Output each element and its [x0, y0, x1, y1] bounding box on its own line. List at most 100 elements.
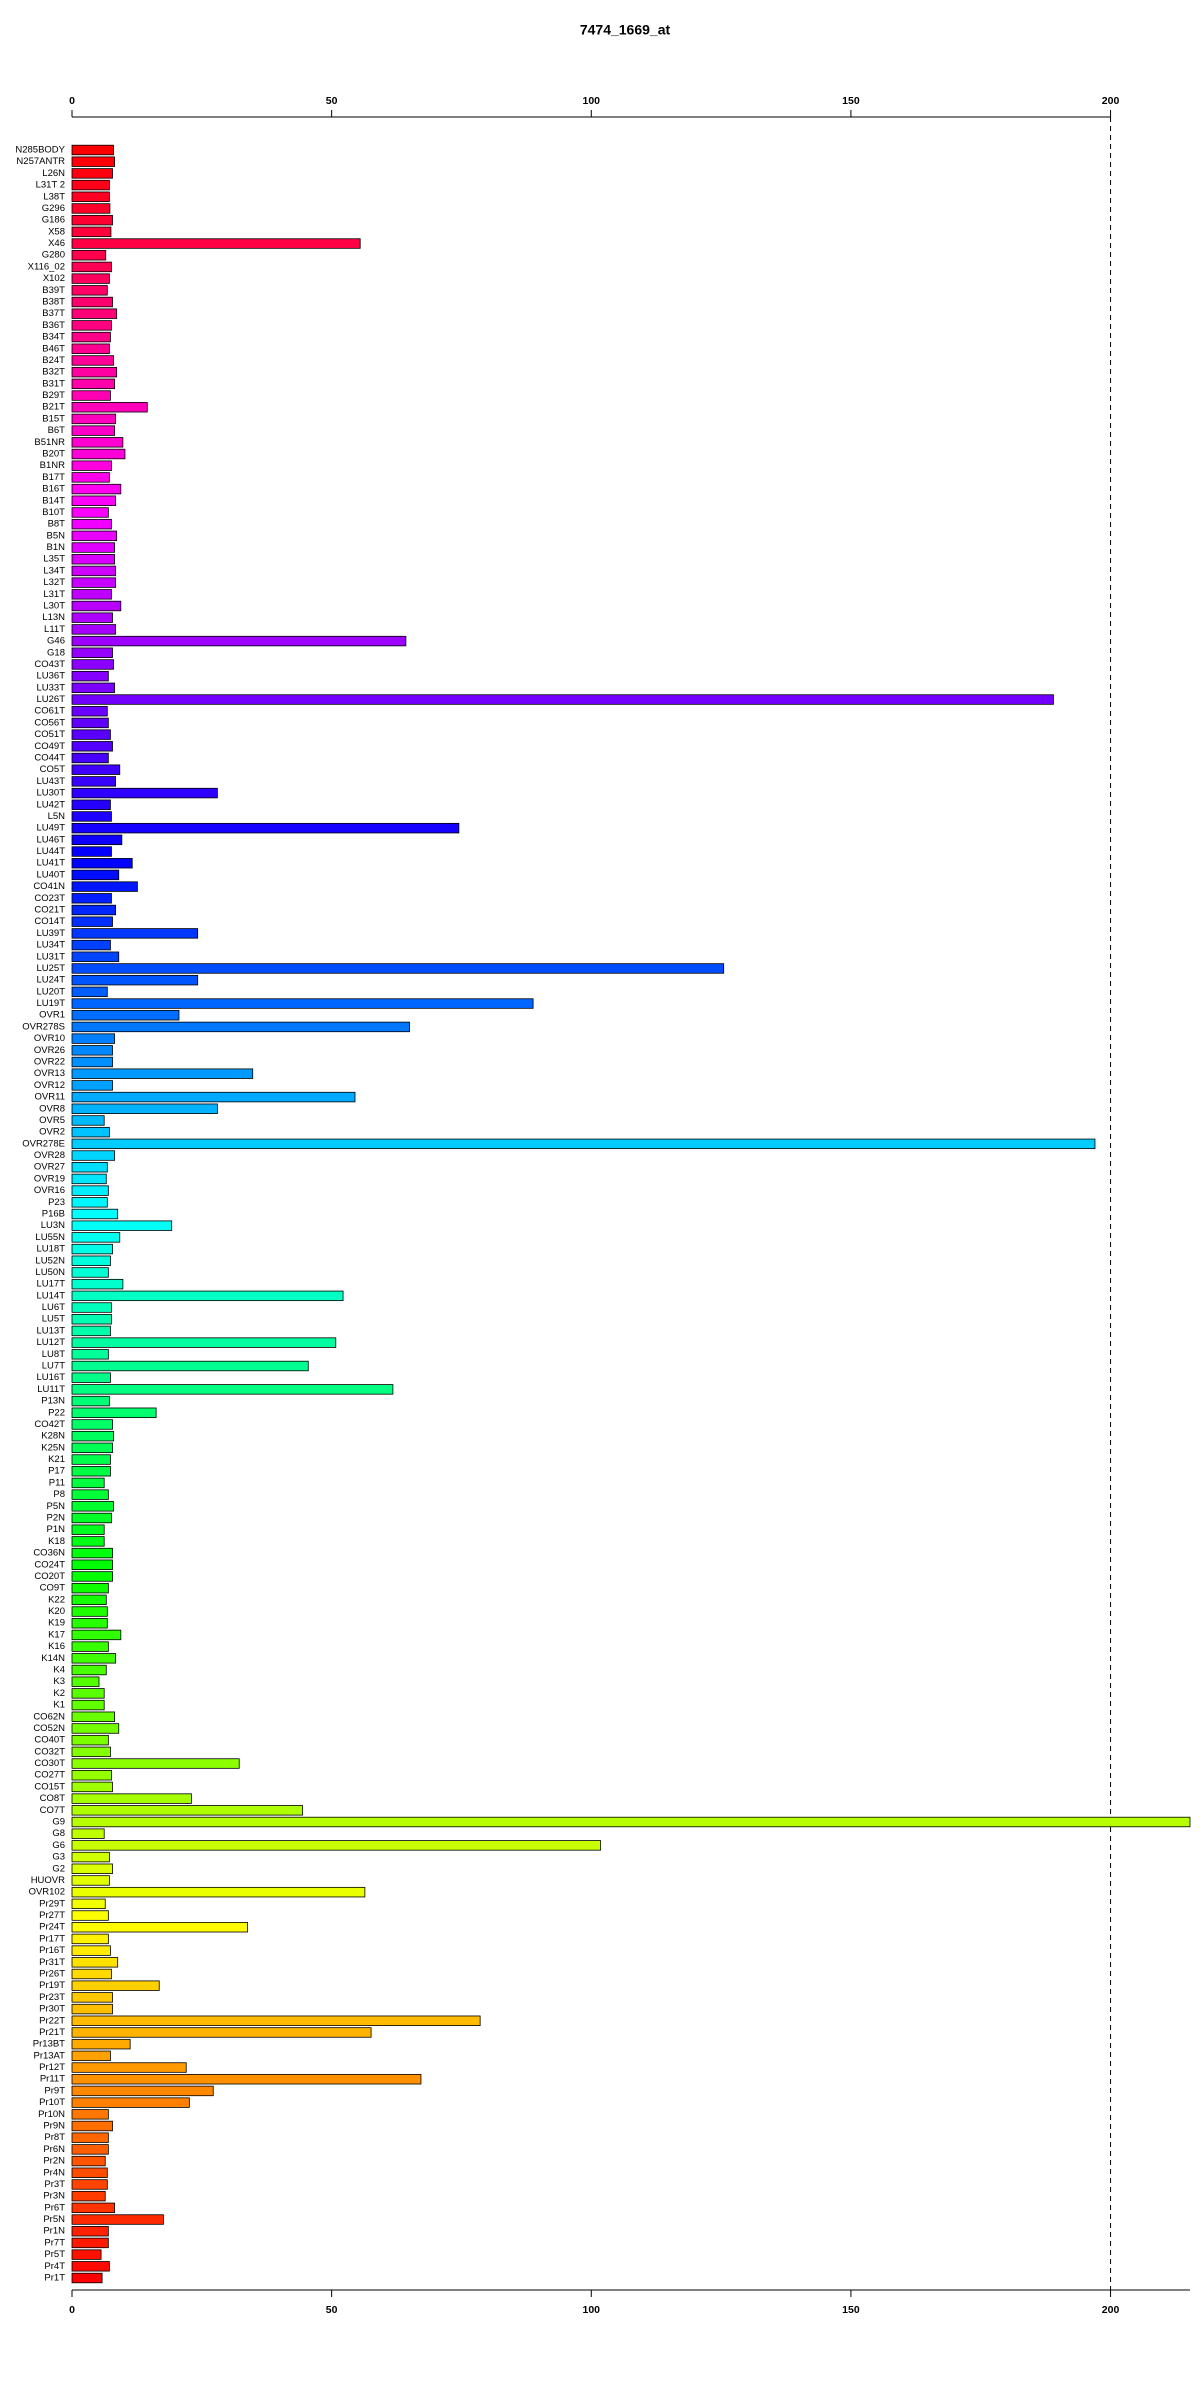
- category-label: L5N: [48, 811, 66, 822]
- bar: [71, 1664, 107, 1676]
- bar: [71, 2015, 481, 2026]
- category-label: LU39T: [36, 928, 65, 939]
- bar: [71, 1945, 111, 1956]
- chart-title: 7474_1669_at: [580, 22, 671, 38]
- category-label: CO27T: [34, 1770, 65, 1781]
- category-label: K16: [48, 1641, 65, 1652]
- category-label: Pr10T: [39, 2097, 65, 2108]
- category-label: Pr19T: [39, 1980, 65, 1991]
- category-label: Pr13AT: [33, 2050, 65, 2061]
- category-label: OVR28: [34, 1150, 65, 1161]
- category-label: B1N: [47, 542, 66, 553]
- bar: [71, 1314, 112, 1325]
- category-label: LU43T: [36, 776, 65, 787]
- bar: [71, 1173, 107, 1185]
- bar: [71, 1372, 111, 1383]
- bar: [71, 1501, 114, 1512]
- category-label: L13N: [42, 612, 65, 623]
- category-label: Pr8T: [44, 2132, 65, 2143]
- bar: [71, 437, 124, 448]
- bar: [71, 1851, 110, 1863]
- bar: [71, 1138, 1096, 1150]
- bar: [71, 670, 109, 682]
- bar: [71, 1255, 111, 1266]
- category-label: LU31T: [36, 951, 65, 962]
- bar: [71, 2120, 113, 2132]
- category-label: B38T: [42, 297, 65, 308]
- bar: [71, 694, 1054, 705]
- category-label: CO56T: [34, 717, 65, 728]
- bar: [71, 1524, 105, 1535]
- category-label: B36T: [42, 320, 65, 331]
- category-label: CO44T: [34, 753, 65, 764]
- bar: [71, 729, 111, 740]
- category-label: LU30T: [36, 788, 65, 799]
- category-label: LU52N: [35, 1255, 65, 1266]
- bar: [71, 904, 117, 916]
- category-label: L38T: [43, 191, 65, 202]
- category-label: Pr5N: [43, 2214, 65, 2225]
- bar: [71, 203, 111, 214]
- bar: [71, 2097, 190, 2108]
- category-label: K17: [48, 1629, 65, 1640]
- category-label: OVR26: [34, 1045, 65, 1056]
- category-label: P1N: [47, 1524, 66, 1535]
- category-label: Pr9N: [43, 2121, 65, 2132]
- category-label: OVR11: [35, 1092, 65, 1103]
- category-label: B51NR: [34, 437, 65, 448]
- bar: [71, 1150, 115, 1161]
- bar: [71, 144, 114, 156]
- category-label: X116_02: [28, 261, 65, 272]
- category-label: CO5T: [40, 764, 66, 775]
- category-label: CO52N: [33, 1723, 65, 1734]
- category-label: OVR19: [34, 1173, 65, 1184]
- category-label: G6: [52, 1840, 65, 1851]
- bar: [71, 1243, 113, 1255]
- bar: [71, 2272, 103, 2284]
- category-label: OVR5: [39, 1115, 65, 1126]
- bar: [71, 612, 113, 623]
- bar: [71, 1547, 113, 1559]
- bar: [71, 834, 123, 846]
- bar: [71, 787, 218, 799]
- bar: [71, 1968, 112, 1980]
- category-label: B39T: [42, 285, 65, 296]
- bar: [71, 974, 199, 986]
- bar: [71, 986, 108, 998]
- category-label: OVR22: [34, 1057, 65, 1068]
- bar: [71, 1512, 112, 1524]
- category-label: L31T: [43, 589, 65, 600]
- category-label: HUOVR: [31, 1875, 65, 1886]
- category-label: Pr22T: [39, 2015, 65, 2026]
- bar: [71, 741, 113, 752]
- bar: [71, 1302, 112, 1313]
- category-label: G186: [42, 215, 65, 226]
- category-label: CO24T: [34, 1559, 65, 1570]
- bar: [71, 448, 126, 460]
- bar: [71, 1629, 122, 1641]
- category-label: CO40T: [34, 1735, 65, 1746]
- category-label: L31T 2: [36, 180, 65, 191]
- category-label: OVR278E: [22, 1138, 65, 1149]
- category-label: CO51T: [34, 729, 65, 740]
- bar: [71, 1618, 108, 1629]
- x-tick-label: 50: [326, 2304, 338, 2316]
- bar: [71, 2062, 187, 2073]
- category-label: Pr21T: [39, 2027, 65, 2038]
- category-label: Pr27T: [39, 1910, 65, 1921]
- bar: [71, 1723, 120, 1734]
- category-label: LU33T: [36, 682, 65, 693]
- bar: [71, 1162, 108, 1173]
- bar: [71, 530, 118, 542]
- bar: [71, 2214, 164, 2225]
- category-label: CO14T: [34, 916, 65, 927]
- bar: [71, 296, 113, 308]
- category-label: OVR102: [29, 1887, 65, 1898]
- category-label: B29T: [42, 390, 65, 401]
- bar: [71, 1466, 111, 1477]
- bar: [71, 1805, 303, 1816]
- category-label: B31T: [42, 378, 65, 389]
- bar: [71, 378, 115, 390]
- bar: [71, 1384, 394, 1395]
- bar: [71, 1793, 192, 1804]
